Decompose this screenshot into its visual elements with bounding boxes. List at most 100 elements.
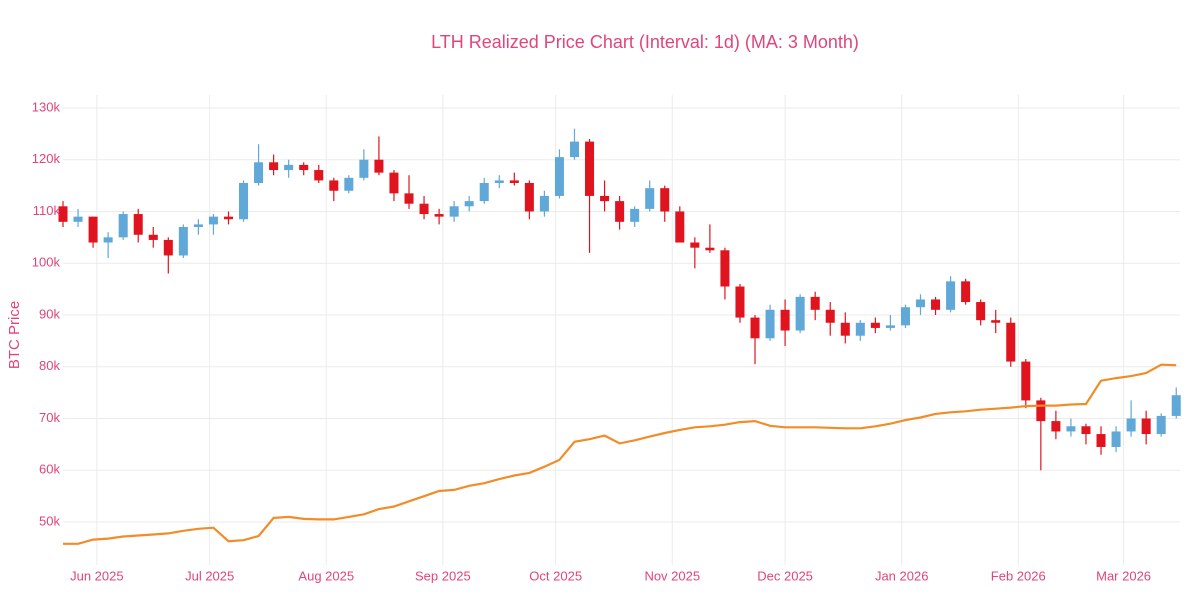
candle-body bbox=[900, 307, 910, 326]
candle-body bbox=[870, 322, 880, 328]
candle-body bbox=[359, 159, 369, 178]
candle-body bbox=[1111, 431, 1121, 447]
candle-body bbox=[615, 201, 625, 222]
y-tick-label: 70k bbox=[39, 410, 60, 425]
candle-body bbox=[720, 250, 730, 287]
candle-body bbox=[569, 141, 580, 158]
x-tick-label: Nov 2025 bbox=[644, 568, 700, 583]
candle-body bbox=[73, 216, 83, 222]
candle-body bbox=[554, 157, 564, 196]
candle-body bbox=[464, 201, 474, 207]
grid bbox=[63, 95, 1180, 565]
x-tick-label: Mar 2026 bbox=[1096, 568, 1151, 583]
candle-body bbox=[1036, 400, 1046, 422]
candle-body bbox=[284, 164, 294, 171]
candle-body bbox=[193, 224, 203, 227]
candle-body bbox=[524, 182, 534, 212]
candle-body bbox=[991, 320, 1001, 323]
x-tick-label: Jan 2026 bbox=[875, 568, 929, 583]
candle-body bbox=[314, 170, 324, 181]
x-tick-label: Sep 2025 bbox=[415, 568, 471, 583]
candle-body bbox=[855, 322, 865, 336]
candle-body bbox=[630, 208, 640, 222]
candle-body bbox=[434, 214, 444, 217]
candle-body bbox=[645, 188, 655, 209]
candle-body bbox=[1081, 426, 1091, 435]
candle-body bbox=[885, 325, 895, 328]
candle-body bbox=[88, 216, 98, 243]
y-tick-label: 120k bbox=[32, 151, 61, 166]
y-tick-label: 100k bbox=[32, 255, 61, 270]
y-tick-label: 60k bbox=[39, 462, 60, 477]
candle-body bbox=[163, 239, 173, 256]
candle-body bbox=[374, 159, 384, 173]
candle-body bbox=[780, 309, 790, 331]
candle-body bbox=[118, 214, 128, 238]
candle-body bbox=[675, 211, 685, 243]
candle-body bbox=[946, 281, 956, 310]
candle-body bbox=[103, 237, 113, 243]
y-tick-label: 110k bbox=[33, 203, 61, 218]
candle-body bbox=[961, 281, 971, 303]
candle-body bbox=[915, 299, 926, 308]
candle-body bbox=[1066, 426, 1076, 432]
candle-body bbox=[765, 309, 775, 339]
candle-body bbox=[825, 309, 835, 323]
y-tick-label: 50k bbox=[39, 513, 60, 528]
candle-body bbox=[1096, 434, 1106, 447]
candle-body bbox=[208, 216, 218, 225]
candle-body bbox=[178, 226, 188, 256]
candle-body bbox=[404, 193, 414, 204]
candle-body bbox=[660, 188, 670, 212]
y-tick-label: 130k bbox=[32, 99, 61, 114]
y-tick-label: 90k bbox=[39, 306, 60, 321]
candle-body bbox=[133, 214, 143, 235]
candle-body bbox=[735, 286, 745, 318]
candle-body bbox=[148, 234, 158, 240]
candle-body bbox=[419, 203, 429, 215]
candle-body bbox=[705, 247, 715, 251]
candle-body bbox=[269, 162, 279, 171]
x-tick-label: Dec 2025 bbox=[757, 568, 813, 583]
candle-body bbox=[494, 180, 504, 183]
realized-price-line bbox=[63, 363, 1177, 545]
candle-body bbox=[1126, 418, 1136, 432]
x-tick-label: Jul 2025 bbox=[185, 568, 234, 583]
candle-body bbox=[810, 296, 820, 310]
plot bbox=[58, 128, 1181, 545]
candle-body bbox=[600, 195, 610, 202]
y-axis-title: BTC Price bbox=[6, 301, 23, 369]
candle-body bbox=[750, 317, 760, 339]
chart-title: LTH Realized Price Chart (Interval: 1d) … bbox=[431, 32, 859, 52]
y-tick-label: 80k bbox=[39, 358, 60, 373]
candle-body bbox=[449, 206, 459, 217]
candle-body bbox=[1171, 395, 1181, 416]
candle-body bbox=[840, 322, 850, 336]
x-tick-label: Feb 2026 bbox=[991, 568, 1046, 583]
candle-body bbox=[299, 164, 309, 171]
candle-body bbox=[795, 296, 805, 331]
candle-body bbox=[389, 172, 399, 194]
candle-body bbox=[509, 180, 519, 183]
candle-body bbox=[585, 141, 595, 196]
x-tick-label: Aug 2025 bbox=[298, 568, 354, 583]
candle-body bbox=[344, 177, 354, 191]
candle-body bbox=[931, 299, 941, 310]
candle-body bbox=[479, 182, 489, 202]
candle-body bbox=[58, 206, 68, 222]
candle-body bbox=[223, 216, 233, 220]
candle-body bbox=[1156, 415, 1166, 435]
x-tick-label: Oct 2025 bbox=[529, 568, 582, 583]
candle-body bbox=[1051, 421, 1061, 432]
x-tick-label: Jun 2025 bbox=[70, 568, 124, 583]
candle-body bbox=[690, 242, 700, 248]
candle-body bbox=[329, 180, 339, 191]
candle-body bbox=[254, 162, 264, 183]
candle-body bbox=[1141, 418, 1151, 435]
candle-body bbox=[239, 182, 249, 220]
candle-body bbox=[976, 302, 986, 321]
candle-body bbox=[1021, 361, 1031, 401]
candle-body bbox=[1006, 322, 1016, 362]
